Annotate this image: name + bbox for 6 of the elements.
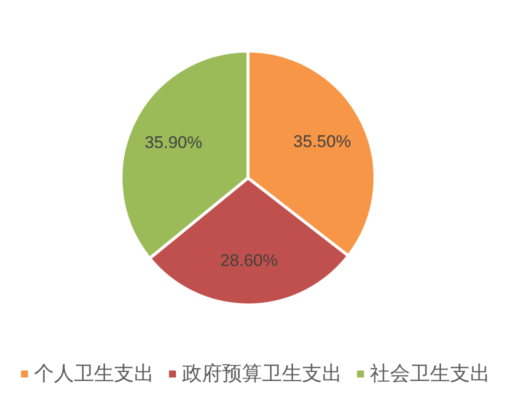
legend-label: 社会卫生支出 (370, 363, 490, 385)
data-label: 28.60% (220, 251, 278, 270)
data-label: 35.90% (144, 133, 202, 152)
legend-label: 个人卫生支出 (34, 363, 154, 385)
data-label: 35.50% (293, 132, 351, 152)
legend-label: 政府预算卫生支出 (182, 363, 342, 385)
